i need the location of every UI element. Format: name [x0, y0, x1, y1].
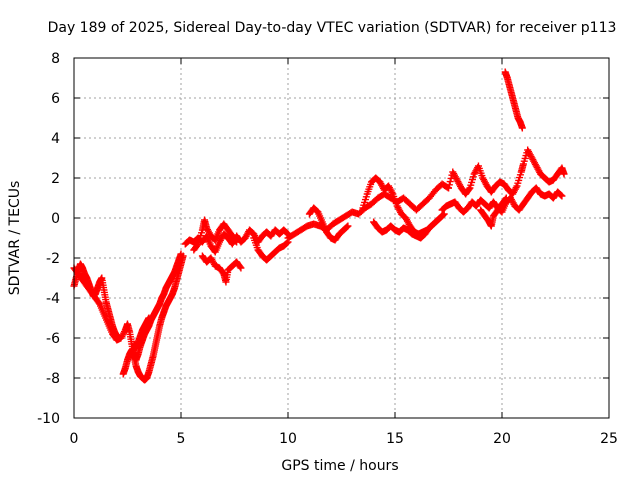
data-point	[232, 237, 240, 245]
data-point	[177, 250, 185, 258]
data-point	[560, 170, 568, 178]
data-point	[518, 124, 526, 132]
data-point	[237, 264, 245, 272]
chart-title: Day 189 of 2025, Sidereal Day-to-day VTE…	[48, 20, 617, 36]
data-point	[193, 241, 201, 249]
data-point	[502, 194, 510, 202]
data-point	[115, 334, 123, 342]
data-point	[388, 188, 396, 196]
data-point	[343, 223, 351, 231]
data-point	[233, 238, 241, 246]
data-point	[283, 239, 291, 247]
y-tick-label: -6	[46, 331, 60, 347]
y-tick-label: 6	[51, 91, 60, 107]
y-tick-label: 0	[51, 211, 60, 227]
x-tick-label: 20	[493, 431, 511, 447]
y-tick-label: 2	[51, 171, 60, 187]
x-tick-label: 25	[600, 431, 618, 447]
data-series-sdtvar	[70, 68, 568, 384]
y-tick-label: -8	[46, 371, 60, 387]
data-point	[445, 184, 452, 192]
x-tick-label: 5	[177, 431, 186, 447]
data-point	[446, 178, 454, 186]
y-tick-labels: -10 -8 -6 -4 -2 0 2 4 6 8	[37, 51, 60, 427]
data-point	[558, 192, 566, 200]
y-tick-label: -2	[46, 251, 60, 267]
x-tick-label: 10	[279, 431, 297, 447]
data-point	[501, 195, 509, 203]
data-point	[437, 213, 445, 221]
y-tick-label: 4	[51, 131, 60, 147]
x-tick-label: 15	[386, 431, 404, 447]
data-point	[344, 222, 352, 230]
data-point	[445, 181, 453, 189]
data-point	[465, 185, 473, 193]
x-tick-labels: 0 5 10 15 20 25	[70, 431, 618, 447]
x-axis-label: GPS time / hours	[281, 458, 398, 474]
y-tick-label: -4	[46, 291, 60, 307]
data-point	[283, 229, 291, 237]
y-tick-label: 8	[51, 51, 60, 67]
x-tick-label: 0	[70, 431, 79, 447]
plot-frame	[73, 57, 610, 419]
data-point	[557, 191, 565, 199]
data-point	[236, 263, 244, 271]
y-axis-label: SDTVAR / TECUs	[7, 181, 23, 296]
data-point	[512, 184, 520, 192]
data-point	[438, 212, 446, 220]
y-tick-label: -10	[37, 411, 60, 427]
data-point	[145, 314, 153, 322]
